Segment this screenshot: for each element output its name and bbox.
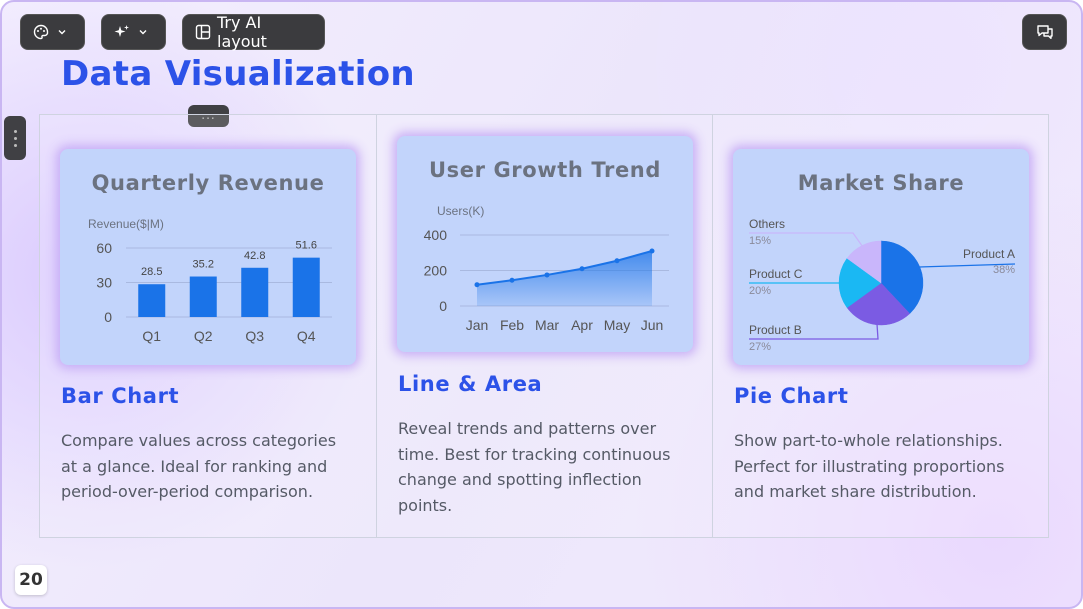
x-tick-label: Q4: [297, 328, 316, 344]
x-tick-label: Q1: [142, 328, 161, 344]
y-axis-label: Revenue($|M): [88, 217, 164, 231]
data-point: [474, 282, 480, 288]
y-tick-label: 0: [104, 309, 112, 325]
x-tick-label: Mar: [535, 317, 559, 333]
y-axis-label: Users(K): [437, 204, 484, 218]
try-ai-layout-label: Try AI layout: [217, 13, 267, 51]
palette-icon: [33, 24, 49, 40]
comments-button[interactable]: [1022, 14, 1067, 50]
y-tick-label: 30: [96, 275, 112, 291]
data-label: 51.6: [296, 240, 317, 252]
bar-chart-card[interactable]: Quarterly Revenue Revenue($|M) 0 30 60 28.5…: [60, 149, 356, 365]
data-point: [544, 272, 550, 278]
data-label: 28.5: [141, 266, 162, 278]
percent-label: 27%: [749, 341, 771, 353]
bar: [189, 276, 217, 317]
legend-label: Others: [749, 217, 785, 231]
chart-title: Market Share: [797, 171, 965, 195]
chart-grid: Quarterly Revenue Revenue($|M) 0 30 60 28.5…: [39, 114, 1049, 538]
theme-menu-button[interactable]: [20, 14, 85, 50]
side-drag-handle[interactable]: [4, 116, 26, 160]
card-heading: Line & Area: [398, 372, 543, 396]
card-heading: Pie Chart: [734, 384, 849, 408]
slide-title[interactable]: Data Visualization: [61, 54, 415, 94]
pie-chart-card[interactable]: Market Share Product A 38% Product B 27% Pro…: [733, 149, 1029, 365]
y-tick-label: 0: [439, 298, 447, 314]
leader-line: [749, 324, 879, 340]
y-tick-label: 400: [424, 227, 448, 243]
card-heading: Bar Chart: [61, 384, 180, 408]
card-description: Compare values across categories at a gl…: [61, 431, 337, 501]
data-label: 35.2: [193, 259, 214, 271]
page-number[interactable]: 20: [15, 565, 47, 595]
area-fill: [477, 250, 652, 306]
legend-label: Product A: [963, 247, 1015, 261]
percent-label: 15%: [749, 235, 771, 247]
x-tick-label: Apr: [571, 317, 593, 333]
chevron-down-icon: [138, 27, 148, 37]
pie-chart-column: Market Share Product A 38% Product B 27% Pro…: [712, 115, 1048, 537]
sparkle-icon: [114, 24, 130, 40]
chevron-down-icon: [57, 27, 67, 37]
x-tick-label: May: [604, 317, 630, 333]
pie-chart: Product A 38% Product B 27% Product C 20% Othe…: [749, 217, 1016, 353]
card-description: Show part-to-whole relationships. Perfec…: [734, 431, 1005, 501]
bar-chart: Revenue($|M) 0 30 60 28.5 Q1 35.2 Q2 42.8 Q3 51.6…: [88, 217, 332, 344]
drag-handle[interactable]: ...: [188, 105, 229, 127]
data-label: 42.8: [244, 250, 265, 262]
line-chart: Users(K) 0 200 400 Jan Feb Mar Apr May Jun: [424, 204, 669, 333]
line-chart-card[interactable]: User Growth Trend Users(K) 0 200 400 Jan Feb…: [397, 136, 693, 352]
card-description: Reveal trends and patterns over time. Be…: [398, 419, 671, 515]
ai-magic-menu-button[interactable]: [101, 14, 166, 50]
leader-line: [918, 263, 1016, 269]
bar-chart-column: Quarterly Revenue Revenue($|M) 0 30 60 28.5…: [40, 115, 376, 537]
layout-icon: [195, 24, 211, 40]
data-point: [579, 266, 585, 272]
percent-label: 20%: [749, 285, 771, 297]
y-tick-label: 200: [424, 263, 448, 279]
line-chart-column: User Growth Trend Users(K) 0 200 400 Jan Feb…: [376, 115, 712, 537]
chart-title: User Growth Trend: [429, 158, 661, 182]
legend-label: Product C: [749, 267, 803, 281]
x-tick-label: Jan: [466, 317, 489, 333]
data-point: [649, 248, 655, 254]
x-tick-label: Jun: [641, 317, 664, 333]
chat-bubble-icon: [1036, 23, 1054, 41]
x-tick-label: Q3: [245, 328, 264, 344]
bar: [292, 257, 320, 317]
chart-title: Quarterly Revenue: [91, 171, 325, 195]
bar: [241, 267, 269, 317]
series-line: [476, 250, 653, 286]
x-tick-label: Feb: [500, 317, 524, 333]
data-point: [509, 277, 515, 283]
leader-line: [749, 232, 863, 246]
x-tick-label: Q2: [194, 328, 213, 344]
try-ai-layout-button[interactable]: Try AI layout: [182, 13, 325, 51]
data-point: [614, 258, 620, 264]
y-tick-label: 60: [96, 240, 112, 256]
legend-label: Product B: [749, 323, 802, 337]
bar: [138, 284, 166, 317]
percent-label: 38%: [993, 264, 1015, 276]
